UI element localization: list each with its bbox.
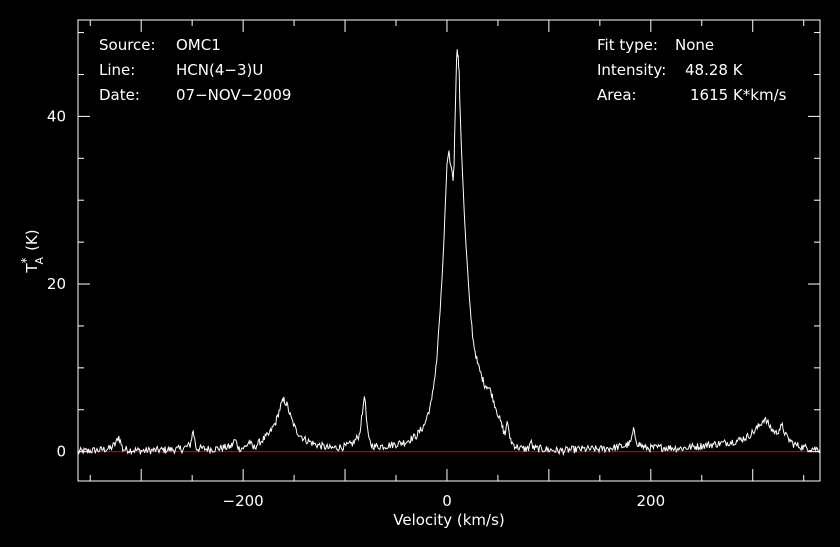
info-right: Fit type: None Intensity: 48.28 K Area: … xyxy=(597,36,787,104)
info-source-key: Source: xyxy=(99,36,156,54)
info-date-value: 07−NOV−2009 xyxy=(176,86,291,104)
x-tick-label: 0 xyxy=(442,492,452,510)
info-line-value: HCN(4−3)U xyxy=(176,61,263,79)
tick-layer: −200 0 200 0 20 40 xyxy=(47,20,820,510)
x-tick-label: −200 xyxy=(223,492,264,510)
x-tick-label: 200 xyxy=(636,492,665,510)
info-intensity-key: Intensity: xyxy=(597,61,666,79)
y-axis-label: T*A (K) xyxy=(19,229,46,273)
y-axis-label-unit: (K) xyxy=(23,229,41,251)
info-intensity-value: 48.28 K xyxy=(685,61,744,79)
info-fit-type-key: Fit type: xyxy=(597,36,658,54)
info-date-key: Date: xyxy=(99,86,140,104)
y-axis-label-text: T*A (K) xyxy=(19,229,46,273)
info-area-key: Area: xyxy=(597,86,637,104)
info-source-value: OMC1 xyxy=(176,36,221,54)
info-left: Source: OMC1 Line: HCN(4−3)U Date: 07−NO… xyxy=(99,36,291,104)
y-tick-label: 40 xyxy=(47,107,66,125)
info-area-value: 1615 K*km/s xyxy=(690,86,787,104)
x-axis-label: Velocity (km/s) xyxy=(393,511,504,529)
y-axis-label-sup: * xyxy=(19,257,33,263)
info-fit-type-value: None xyxy=(675,36,714,54)
info-line-key: Line: xyxy=(99,61,135,79)
y-tick-label: 0 xyxy=(56,443,66,461)
plot-frame xyxy=(77,19,821,482)
spectrum-line xyxy=(77,49,821,457)
y-tick-label: 20 xyxy=(47,275,66,293)
y-axis-label-main: T xyxy=(23,263,41,274)
y-axis-label-sub: A xyxy=(33,256,46,264)
spectrum-layer xyxy=(77,49,821,457)
